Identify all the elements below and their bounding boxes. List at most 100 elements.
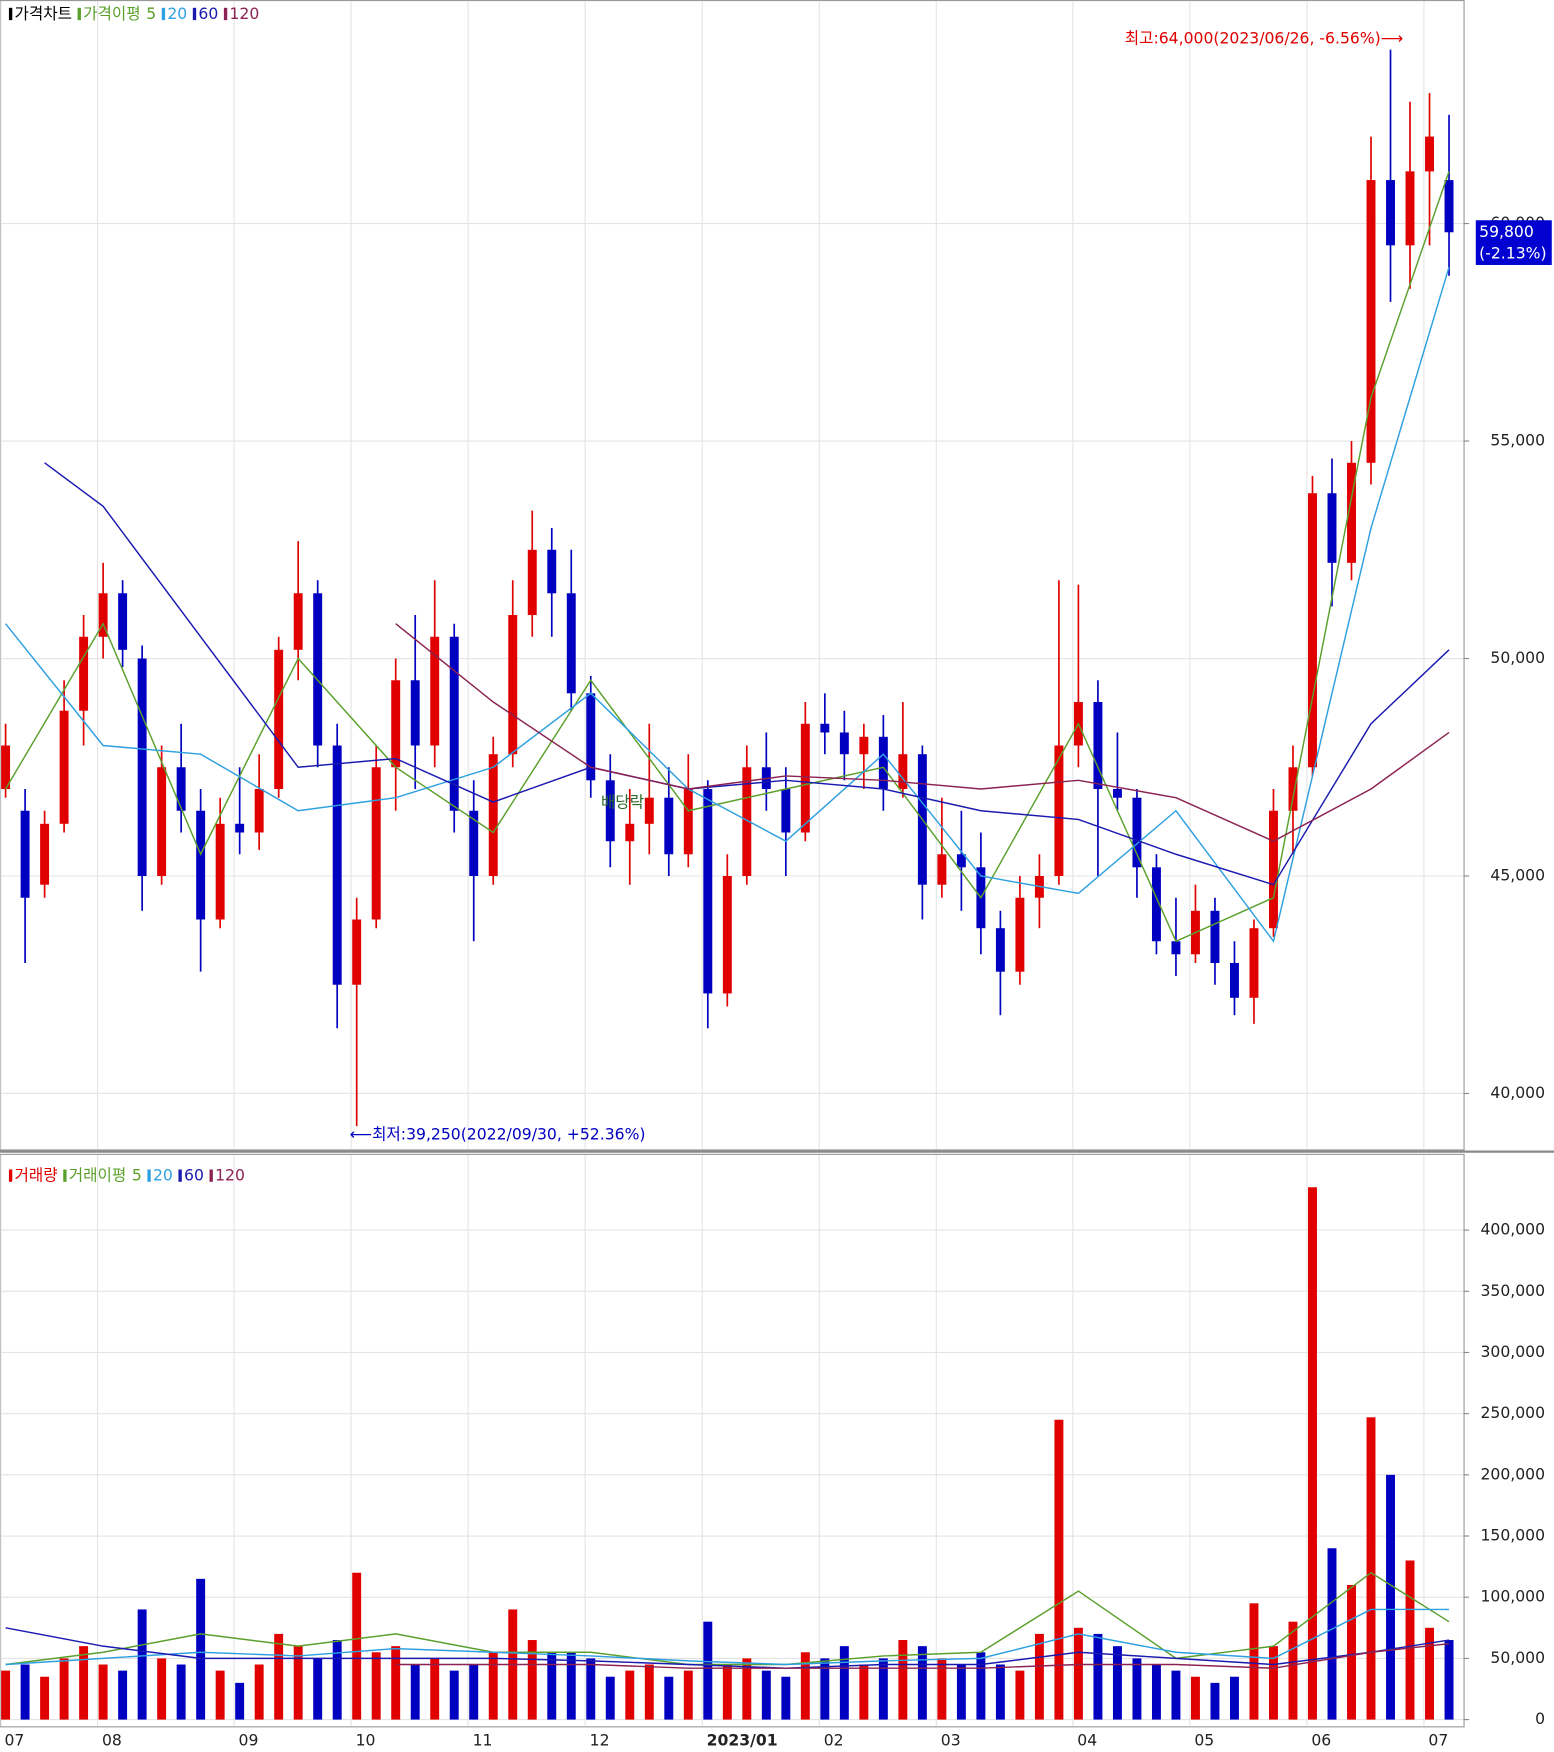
volume-bar — [1190, 1676, 1200, 1720]
moving-average — [5, 1608, 1450, 1666]
candle-body — [79, 636, 89, 711]
candle-body — [820, 723, 830, 733]
volume-bar — [391, 1646, 401, 1720]
candle-body — [371, 767, 381, 920]
volume-bar — [1132, 1658, 1142, 1720]
legend-label: 120 — [215, 1166, 245, 1185]
annotation: 최고:64,000(2023/06/26, -6.56%)⟶ — [1125, 29, 1403, 48]
legend-label: 5 — [146, 4, 156, 23]
candle-body — [625, 823, 635, 842]
annotation: 배당락 — [601, 792, 644, 811]
y-tick-label: 400,000 — [1480, 1220, 1545, 1239]
volume-bar — [1151, 1664, 1161, 1720]
candle-body — [1288, 767, 1298, 811]
candle-body — [1425, 136, 1434, 172]
volume-bar — [176, 1664, 186, 1720]
moving-average — [395, 1642, 1450, 1669]
volume-bar — [1444, 1640, 1454, 1720]
candle-body — [449, 636, 459, 811]
volume-bar — [1034, 1633, 1044, 1720]
candle-body — [118, 593, 128, 650]
volume-bar — [332, 1640, 342, 1720]
volume-bar — [956, 1664, 966, 1720]
candle-body — [488, 754, 498, 876]
candle-body — [410, 680, 420, 746]
volume-bar — [917, 1646, 927, 1720]
y-tick-label: 50,000 — [1490, 648, 1545, 667]
volume-bar — [79, 1646, 89, 1720]
volume-bar — [1, 1670, 11, 1720]
legend-swatch — [209, 1169, 213, 1182]
candle-body — [878, 736, 888, 790]
legend-swatch — [63, 1169, 67, 1182]
candle-body — [1093, 702, 1103, 790]
candle-body — [703, 789, 713, 994]
volume-bar — [1229, 1676, 1239, 1720]
volume-bar — [859, 1664, 869, 1720]
candle-body — [605, 780, 615, 842]
x-tick-label: 10 — [356, 1730, 376, 1749]
candle-body — [742, 767, 752, 876]
moving-average — [4, 171, 1450, 943]
volume-bar — [215, 1670, 225, 1720]
volume-bar — [1269, 1646, 1278, 1720]
volume-bar — [293, 1646, 303, 1720]
legend-label: 20 — [167, 4, 187, 23]
y-tick-label: 0 — [1535, 1709, 1545, 1728]
y-tick-label: 45,000 — [1490, 865, 1545, 884]
legend-swatch — [8, 7, 13, 21]
moving-average — [44, 462, 1450, 886]
x-tick-label: 07 — [4, 1730, 24, 1749]
volume-bar — [527, 1640, 537, 1720]
volume-bar — [976, 1652, 986, 1720]
volume-bar — [839, 1646, 849, 1720]
candle-body — [235, 823, 245, 833]
volume-bar — [1366, 1417, 1376, 1720]
legend-label: 거래량 — [15, 1166, 58, 1185]
volume-bar — [235, 1682, 245, 1720]
volume-bar — [800, 1652, 810, 1720]
candle-body — [1249, 928, 1259, 998]
x-tick-label: 11 — [473, 1730, 493, 1749]
x-tick-label: 04 — [1077, 1730, 1097, 1749]
volume-bar — [430, 1658, 440, 1720]
x-tick-label: 06 — [1311, 1730, 1331, 1749]
legend-swatch — [161, 7, 166, 21]
volume-bar — [98, 1664, 108, 1720]
candle-body — [547, 549, 557, 594]
last-change: (-2.13%) — [1479, 243, 1546, 262]
volume-bar — [371, 1652, 381, 1720]
y-tick-label: 50,000 — [1490, 1648, 1545, 1667]
candle-body — [527, 549, 537, 616]
candle-body — [254, 789, 264, 833]
volume-bar — [742, 1658, 752, 1720]
candle-body — [1054, 745, 1064, 876]
candle-body — [391, 680, 401, 768]
y-tick-label: 300,000 — [1480, 1342, 1545, 1361]
candle-body — [20, 810, 30, 898]
y-tick-label: 250,000 — [1480, 1403, 1545, 1422]
candle-body — [313, 593, 323, 746]
candle-body — [1132, 797, 1142, 868]
volume-bar — [352, 1572, 362, 1720]
volume-bar — [898, 1640, 908, 1720]
x-tick-label: 07 — [1428, 1730, 1448, 1749]
volume-bar — [137, 1609, 147, 1720]
candle-body — [293, 593, 303, 650]
volume-bar — [1425, 1627, 1434, 1720]
moving-average — [5, 1627, 1450, 1669]
volume-bar — [1054, 1419, 1064, 1720]
candle-body — [781, 789, 791, 833]
volume-bar — [722, 1664, 732, 1720]
candle-body — [800, 723, 810, 833]
candle-body — [644, 797, 654, 824]
volume-bar — [410, 1664, 420, 1720]
candle-body — [274, 649, 284, 790]
y-tick-label: 350,000 — [1480, 1281, 1545, 1300]
legend-swatch — [223, 7, 228, 21]
legend-label: 가격차트 — [15, 4, 72, 23]
legend-swatch — [178, 1169, 182, 1182]
candle-body — [839, 732, 849, 755]
candle-body — [664, 797, 674, 855]
